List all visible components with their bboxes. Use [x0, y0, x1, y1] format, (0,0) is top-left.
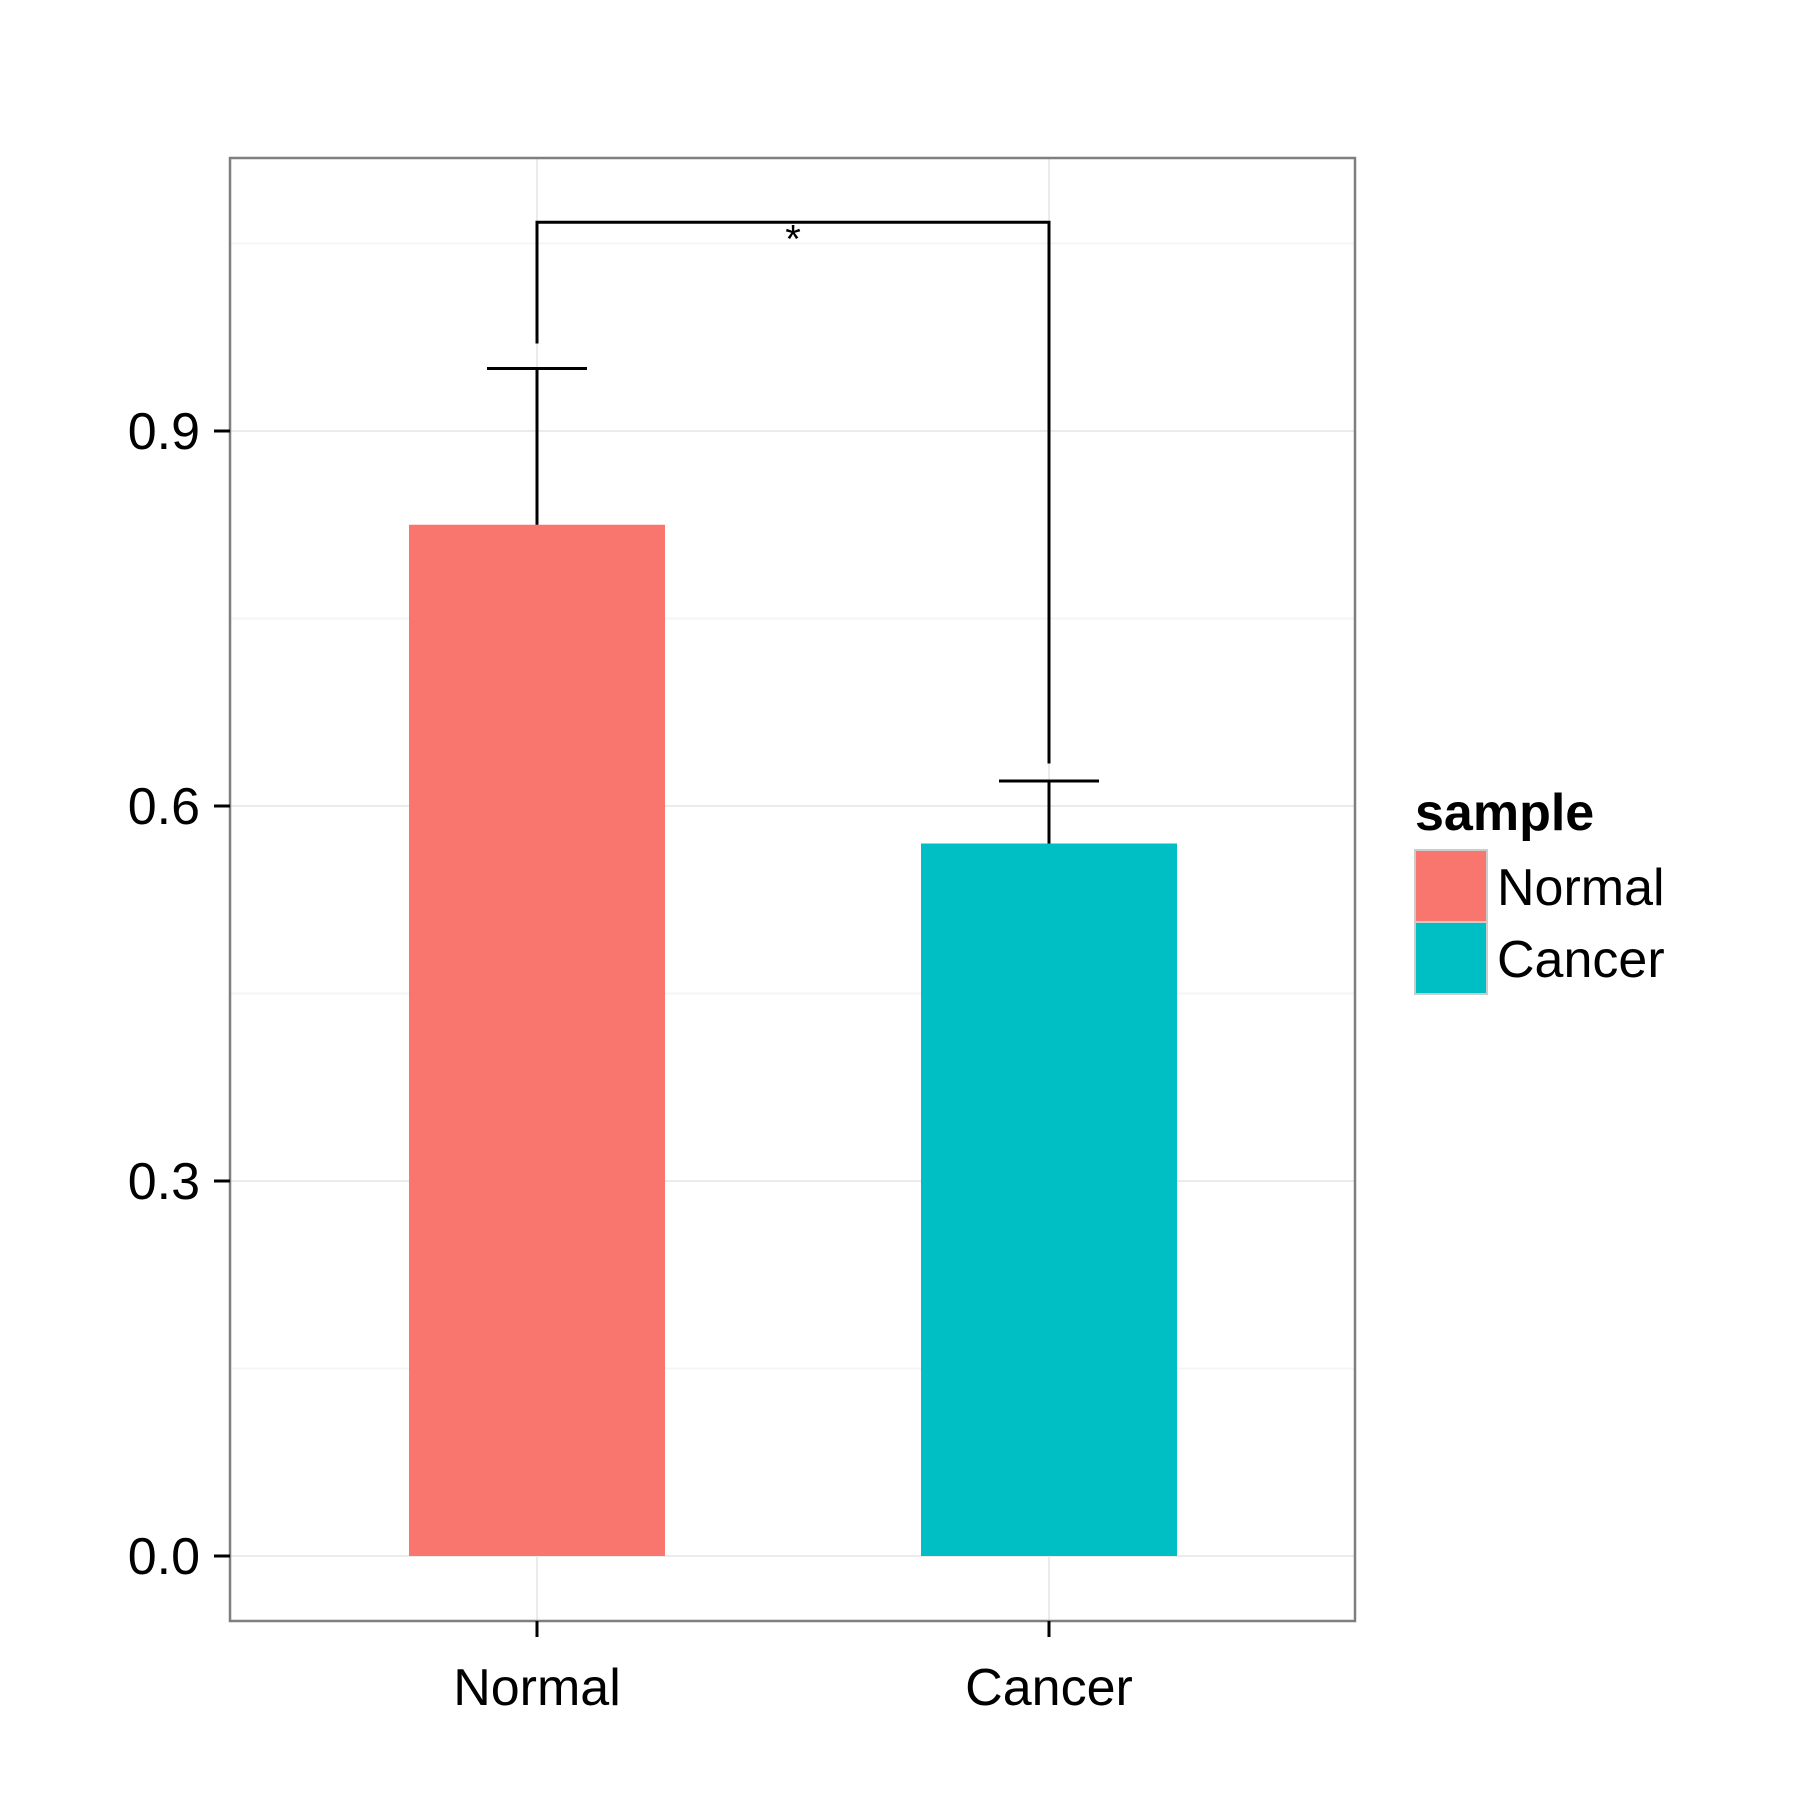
legend-label-cancer: Cancer: [1497, 931, 1665, 989]
bars: [409, 524, 1177, 1556]
y-tick-label: 0.3: [128, 1153, 200, 1211]
y-axis: 0.0 0.3 0.6 0.9: [128, 403, 230, 1586]
panel-border: [228, 156, 1357, 1623]
x-tick-label: Cancer: [965, 1659, 1133, 1717]
y-tick-label: 0.6: [128, 778, 200, 836]
x-tick-label: Normal: [453, 1659, 621, 1717]
legend: sample Normal Cancer: [1414, 784, 1665, 995]
legend-title: sample: [1415, 784, 1594, 842]
panel-background: [230, 158, 1355, 1621]
significance-bracket-line: [535, 220, 1051, 764]
bar-cancer: [921, 843, 1177, 1556]
legend-key-normal: [1414, 849, 1488, 923]
bar-normal: [409, 524, 665, 1556]
y-tick-label: 0.9: [128, 403, 200, 461]
x-axis: Normal Cancer: [453, 1621, 1133, 1717]
significance-label: *: [785, 217, 801, 261]
legend-label-normal: Normal: [1497, 859, 1665, 917]
y-tick-label: 0.0: [128, 1528, 200, 1586]
significance-bracket: *: [535, 217, 1051, 764]
error-bars: [487, 367, 1099, 844]
legend-key-cancer: [1414, 921, 1488, 995]
